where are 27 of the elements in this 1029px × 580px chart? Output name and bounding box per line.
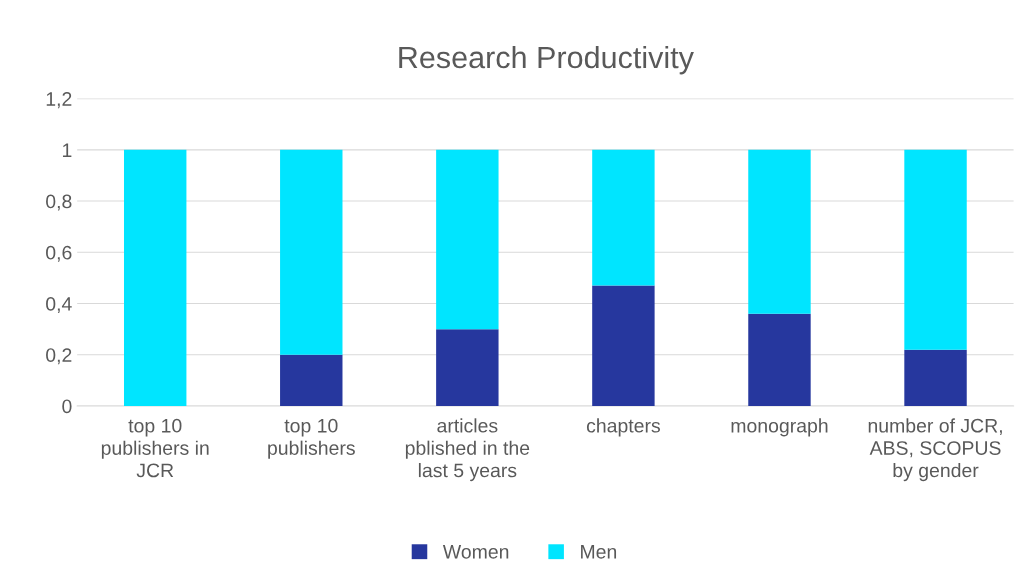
legend-label: Men (581, 545, 617, 559)
bar (280, 354, 343, 406)
y-tick-label: 1 (62, 143, 72, 157)
x-tick-label: top 10 publishers in JCR (101, 418, 209, 478)
x-tick-label: top 10 publishers (268, 418, 355, 459)
legend-label: Women (442, 545, 509, 559)
y-tick-label: 0,4 (46, 297, 72, 314)
bar (123, 149, 187, 406)
x-tick-label: monograph (731, 418, 828, 437)
x-tick-label: number of JCR, ABS, SCOPUS by gender (868, 418, 1002, 482)
bar (280, 149, 343, 355)
bar (592, 149, 655, 286)
bar (748, 149, 811, 314)
bar (592, 285, 655, 406)
x-tick-label: chapters (586, 418, 660, 437)
y-tick-label: 0,2 (46, 348, 72, 365)
y-tick-label: 0,8 (46, 194, 72, 211)
bar (904, 349, 967, 406)
y-tick-label: 0 (62, 399, 72, 414)
x-tick-label: articles pblished in the last 5 years (405, 418, 530, 482)
bar (904, 149, 967, 350)
y-tick-label: 0,6 (46, 245, 72, 262)
bar (436, 329, 499, 406)
y-tick-label: 1,2 (46, 92, 72, 109)
chart-title: Research Productivity (399, 45, 694, 75)
bar (436, 149, 499, 330)
bar (748, 313, 811, 406)
